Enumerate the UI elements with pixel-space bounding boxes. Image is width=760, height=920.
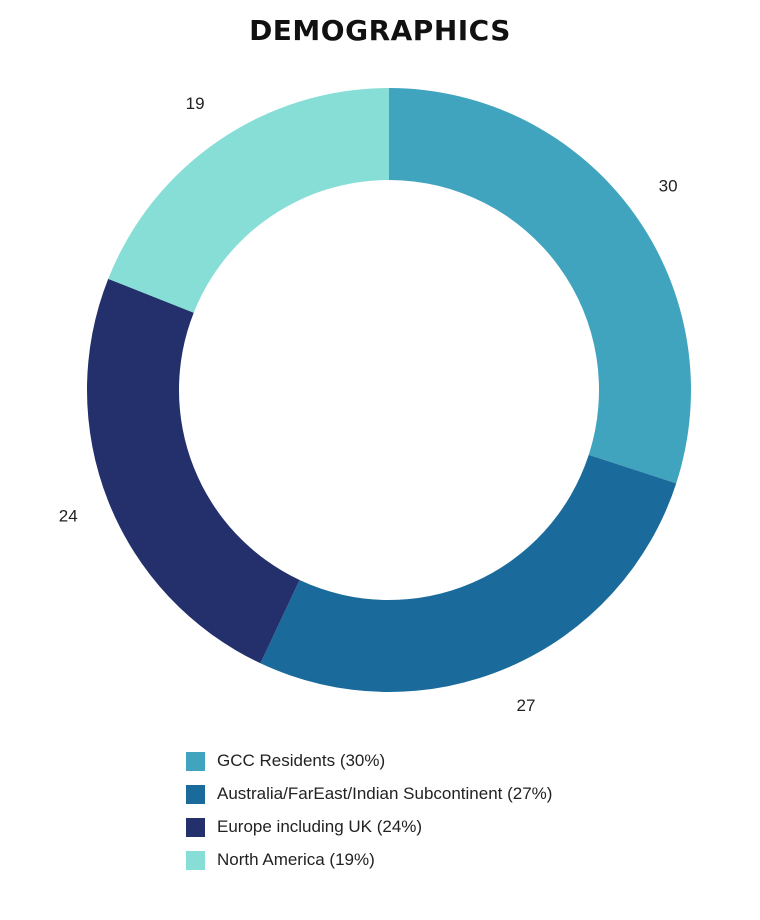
data-label-3: 19 xyxy=(186,94,205,113)
legend-item[interactable]: Australia/FarEast/Indian Subcontinent (2… xyxy=(186,783,552,805)
legend-swatch xyxy=(186,751,205,771)
data-labels: 30 27 24 19 xyxy=(59,94,678,715)
legend-label: Europe including UK (24%) xyxy=(217,817,423,836)
data-label-0: 30 xyxy=(659,177,678,196)
slice-north-america[interactable] xyxy=(108,87,389,313)
legend-swatch xyxy=(186,784,205,804)
legend-swatch xyxy=(186,850,205,870)
slice-europe-including-uk[interactable] xyxy=(87,278,300,664)
data-label-2: 24 xyxy=(59,506,78,525)
legend-label: GCC Residents (30%) xyxy=(217,751,386,770)
slice-australia-fareast-indian-subcontinent[interactable] xyxy=(260,454,677,692)
donut-chart: 30 27 24 19 xyxy=(59,87,691,715)
legend-swatch xyxy=(186,817,205,837)
legend-label: North America (19%) xyxy=(217,850,375,869)
donut-slices xyxy=(87,87,691,692)
legend-item[interactable]: Europe including UK (24%) xyxy=(186,816,552,838)
legend-label: Australia/FarEast/Indian Subcontinent (2… xyxy=(217,784,553,803)
legend: GCC Residents (30%) Australia/FarEast/Ind… xyxy=(186,750,552,882)
legend-item[interactable]: North America (19%) xyxy=(186,849,552,871)
slice-gcc-residents[interactable] xyxy=(389,88,691,484)
chart-title: DEMOGRAPHICS xyxy=(249,14,511,47)
legend-item[interactable]: GCC Residents (30%) xyxy=(186,750,552,772)
data-label-1: 27 xyxy=(517,696,536,715)
